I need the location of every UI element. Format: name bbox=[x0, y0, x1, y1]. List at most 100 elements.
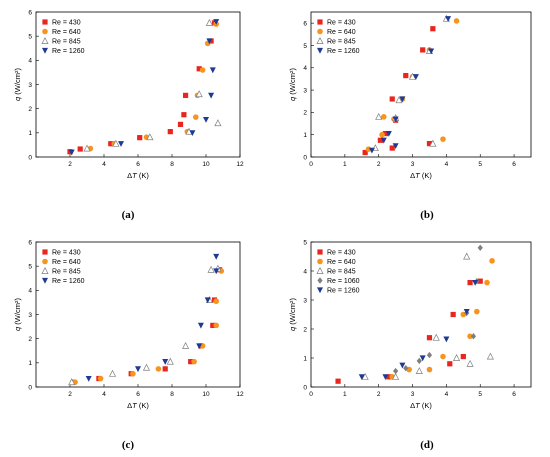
data-point bbox=[415, 367, 423, 374]
data-point bbox=[470, 333, 477, 340]
data-point bbox=[191, 358, 197, 365]
data-point bbox=[467, 280, 473, 286]
x-tick-label: 4 bbox=[102, 391, 106, 398]
x-tick-label: 2 bbox=[377, 391, 381, 398]
legend-marker-re-1060 bbox=[317, 277, 323, 284]
data-point bbox=[399, 96, 406, 103]
data-point bbox=[399, 362, 406, 369]
y-tick-label: 6 bbox=[28, 9, 32, 16]
data-point bbox=[361, 372, 369, 380]
legend-marker-re-430 bbox=[42, 19, 48, 25]
data-point bbox=[445, 16, 452, 22]
data-point bbox=[196, 343, 203, 350]
data-point bbox=[205, 18, 213, 26]
data-point bbox=[162, 359, 169, 365]
series-re-1260 bbox=[368, 16, 452, 154]
x-tick-label: 2 bbox=[68, 391, 72, 398]
x-tick-label: 1 bbox=[343, 161, 347, 168]
data-point bbox=[419, 355, 426, 362]
data-point bbox=[467, 333, 473, 340]
x-tick-label: 4 bbox=[102, 161, 106, 168]
legend-label-re-1060: Re = 1060 bbox=[327, 278, 360, 285]
data-point bbox=[188, 359, 194, 365]
data-point bbox=[130, 370, 136, 377]
x-tick-label: 12 bbox=[236, 391, 244, 398]
y-tick-label: 4 bbox=[28, 288, 32, 295]
x-tick-label: 3 bbox=[411, 161, 415, 168]
data-point bbox=[453, 18, 460, 24]
data-point bbox=[181, 112, 187, 118]
legend-marker-re-1260 bbox=[317, 287, 323, 294]
y-tick-label: 0 bbox=[28, 154, 32, 161]
x-axis-label: ΔT (K) bbox=[127, 401, 149, 410]
data-point bbox=[416, 357, 422, 365]
y-axis-label: q (W/cm²) bbox=[13, 68, 22, 101]
data-point bbox=[385, 130, 392, 137]
data-point bbox=[460, 353, 466, 360]
data-point bbox=[203, 116, 209, 123]
data-point bbox=[452, 354, 461, 361]
data-point bbox=[389, 96, 395, 102]
data-point bbox=[484, 279, 490, 286]
data-point bbox=[426, 141, 433, 147]
data-point bbox=[208, 92, 215, 99]
legend-marker-re-640 bbox=[42, 28, 48, 35]
series-re-640 bbox=[87, 21, 219, 152]
panel-label: (c) bbox=[122, 439, 135, 451]
panel-label: (a) bbox=[122, 209, 135, 221]
data-point bbox=[428, 48, 435, 55]
data-point bbox=[368, 147, 375, 154]
y-tick-label: 1 bbox=[303, 355, 307, 362]
y-tick-label: 3 bbox=[28, 82, 32, 89]
x-tick-label: 0 bbox=[309, 391, 313, 398]
legend-label-re-430: Re = 430 bbox=[52, 19, 81, 26]
legend-marker-re-430 bbox=[317, 249, 323, 255]
data-point bbox=[440, 136, 446, 142]
series-re-1260 bbox=[68, 19, 220, 156]
data-point bbox=[477, 278, 483, 284]
x-tick-label: 2 bbox=[68, 161, 72, 168]
data-point bbox=[162, 366, 168, 372]
legend-label-re-640: Re = 640 bbox=[327, 259, 356, 266]
data-point bbox=[382, 130, 389, 137]
x-tick-label: 6 bbox=[136, 161, 140, 168]
data-point bbox=[335, 378, 341, 384]
data-point bbox=[199, 67, 206, 73]
y-axis-label: q (W/cm²) bbox=[288, 68, 297, 101]
x-axis-label: ΔT (K) bbox=[410, 171, 432, 180]
data-point bbox=[392, 372, 400, 380]
y-tick-label: 3 bbox=[303, 297, 307, 304]
legend-label-re-845: Re = 845 bbox=[327, 38, 356, 45]
data-point bbox=[429, 139, 437, 147]
data-point bbox=[389, 145, 395, 151]
y-tick-label: 2 bbox=[303, 326, 307, 333]
data-point bbox=[420, 47, 426, 53]
data-point bbox=[197, 322, 204, 329]
y-tick-label: 4 bbox=[303, 268, 307, 275]
data-point bbox=[213, 298, 219, 305]
data-point bbox=[85, 375, 92, 382]
data-point bbox=[177, 121, 184, 127]
data-point bbox=[358, 374, 365, 381]
data-point bbox=[375, 112, 383, 120]
legend-marker-re-845 bbox=[41, 37, 49, 44]
data-point bbox=[196, 66, 202, 72]
x-tick-label: 3 bbox=[411, 391, 415, 398]
data-point bbox=[393, 367, 399, 375]
data-point bbox=[463, 252, 471, 260]
legend: Re = 430 Re = 640 Re = 845 Re = 1260 bbox=[41, 19, 85, 55]
data-point bbox=[213, 253, 220, 260]
data-point bbox=[395, 96, 403, 104]
y-tick-label: 5 bbox=[28, 33, 32, 40]
data-point bbox=[426, 366, 433, 373]
data-point bbox=[380, 137, 387, 144]
legend-label-re-430: Re = 430 bbox=[52, 249, 81, 256]
plot-frame bbox=[310, 241, 532, 388]
series-re-430 bbox=[362, 26, 436, 156]
data-point bbox=[392, 143, 399, 150]
data-point bbox=[135, 366, 141, 373]
data-point bbox=[382, 374, 389, 381]
data-point bbox=[183, 92, 189, 98]
